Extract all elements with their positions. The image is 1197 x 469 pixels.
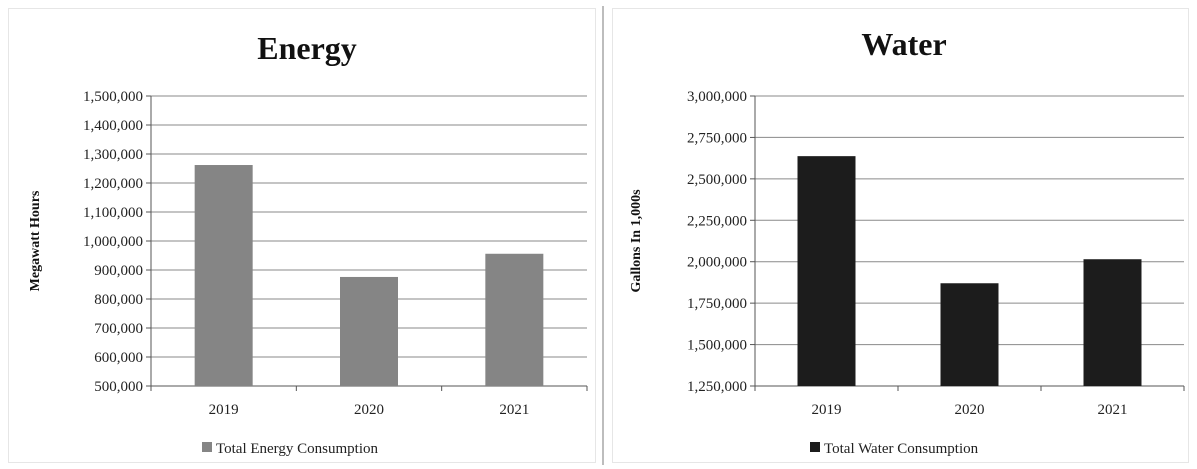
- energy-bar-2019: [194, 165, 253, 386]
- water-chart-title: Water: [861, 26, 946, 62]
- y-tick-label: 1,750,000: [687, 296, 747, 312]
- water-bar-2021: [1083, 259, 1142, 386]
- water-chart-panel: Water 1,250,000 1,500,000 1,750,000 2,000,00…: [612, 8, 1189, 463]
- legend-label: Total Water Consumption: [824, 441, 979, 457]
- y-tick-label: 2,500,000: [687, 172, 747, 188]
- y-tick-label: 600,000: [94, 350, 143, 366]
- y-tick-label: 1,200,000: [83, 176, 143, 192]
- legend-swatch: [202, 442, 212, 452]
- y-tick-label: 700,000: [94, 321, 143, 337]
- y-tick-label: 2,000,000: [687, 255, 747, 271]
- y-tick-label: 800,000: [94, 292, 143, 308]
- y-tick-label: 2,250,000: [687, 213, 747, 229]
- y-tick-label: 2,750,000: [687, 130, 747, 146]
- x-tick-label: 2019: [209, 402, 239, 418]
- x-tick-label: 2021: [1098, 402, 1128, 418]
- y-tick-label: 3,000,000: [687, 89, 747, 105]
- water-bar-2019: [797, 156, 856, 386]
- y-tick-label: 1,500,000: [687, 338, 747, 354]
- energy-chart-panel: Energy 500,000 600,000 700,000 800,000 900,00…: [8, 8, 596, 463]
- energy-bar-2021: [485, 253, 544, 386]
- energy-chart-title: Energy: [257, 30, 357, 66]
- x-tick-label: 2021: [499, 402, 529, 418]
- panel-divider: [602, 6, 604, 465]
- x-tick-label: 2020: [955, 402, 985, 418]
- legend-label: Total Energy Consumption: [216, 441, 378, 457]
- water-bar-2020: [940, 283, 999, 386]
- y-axis-label: Megawatt Hours: [28, 190, 43, 291]
- energy-chart: Energy 500,000 600,000 700,000 800,000 900,00…: [28, 30, 588, 457]
- y-tick-label: 1,100,000: [83, 205, 143, 221]
- y-tick-label: 1,400,000: [83, 118, 143, 134]
- y-tick-label: 1,500,000: [83, 89, 143, 105]
- y-tick-label: 1,000,000: [83, 234, 143, 250]
- x-tick-label: 2020: [354, 402, 384, 418]
- legend-swatch: [810, 442, 820, 452]
- y-axis-label: Gallons In 1,000s: [629, 189, 644, 293]
- y-tick-label: 900,000: [94, 263, 143, 279]
- water-chart: Water 1,250,000 1,500,000 1,750,000 2,000,00…: [629, 26, 1185, 457]
- y-tick-label: 1,250,000: [687, 379, 747, 395]
- y-tick-label: 500,000: [94, 379, 143, 395]
- x-tick-label: 2019: [812, 402, 842, 418]
- y-tick-label: 1,300,000: [83, 147, 143, 163]
- energy-bar-2020: [340, 276, 398, 386]
